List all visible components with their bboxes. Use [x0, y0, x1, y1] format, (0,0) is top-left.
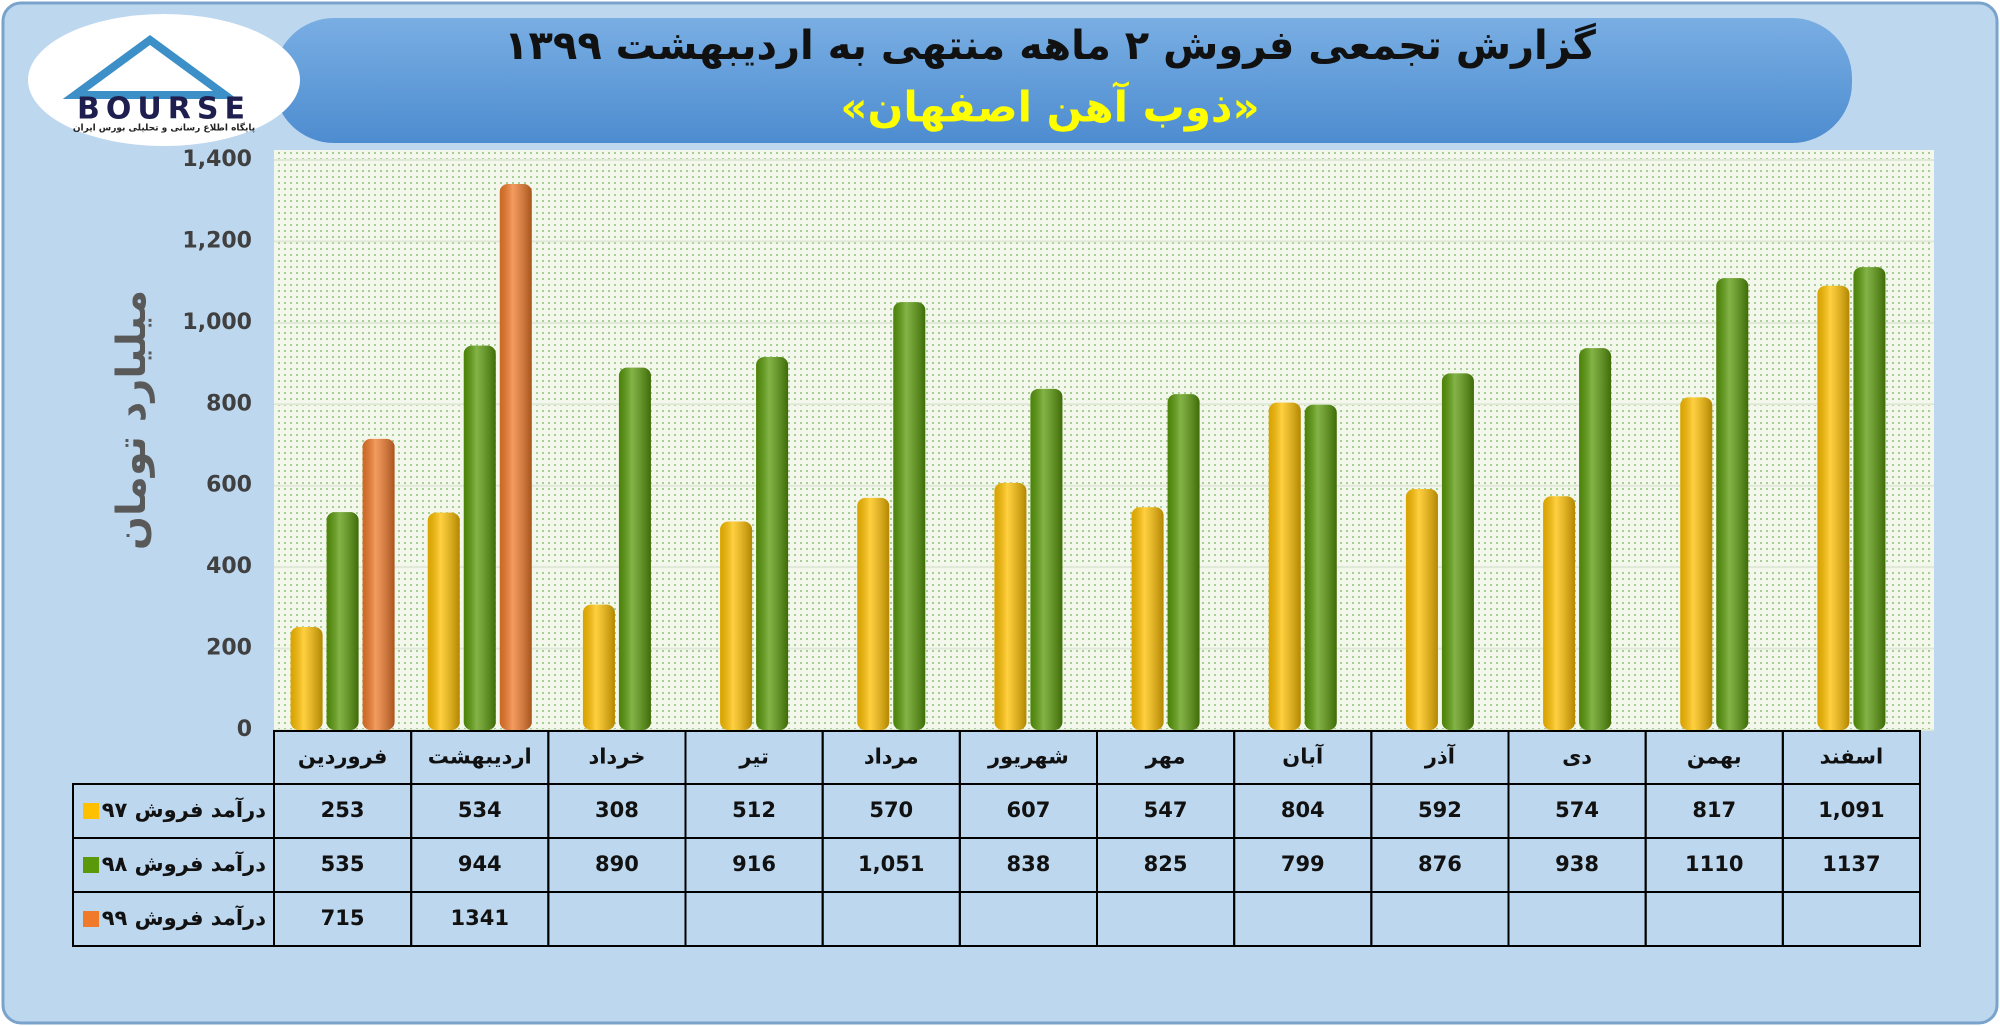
table-value: 890	[595, 852, 639, 876]
bar-shade	[1817, 285, 1850, 730]
bar-shade	[1167, 394, 1200, 730]
y-tick-label: 800	[206, 391, 252, 416]
table-value: 1,051	[858, 852, 924, 876]
bar-shade	[1716, 278, 1749, 730]
table-cell	[1781, 891, 1922, 947]
table-value: 799	[1281, 852, 1325, 876]
bar-shade	[893, 302, 926, 730]
table-value: 1110	[1685, 852, 1743, 876]
y-tick-label: 1,000	[182, 310, 252, 335]
x-tick-label: بهمن	[1687, 745, 1742, 769]
bar-shade	[1405, 488, 1438, 730]
legend-swatch	[83, 911, 99, 927]
x-tick-label: مهر	[1145, 745, 1186, 769]
table-value: 944	[458, 852, 502, 876]
bar-shade	[290, 626, 323, 730]
table-value: 916	[732, 852, 776, 876]
bar-shade	[582, 604, 615, 730]
bar-shade	[499, 184, 532, 730]
y-tick-label: 1,200	[182, 228, 252, 253]
table-value: 308	[595, 798, 639, 822]
bar-shade	[1853, 267, 1886, 730]
table-value: 534	[458, 798, 502, 822]
x-tick-label: دی	[1562, 745, 1592, 769]
table-value: 547	[1144, 798, 1188, 822]
y-axis-title: میلیارد تومان	[109, 290, 155, 550]
x-tick-label: شهریور	[987, 745, 1069, 769]
bar-shade	[1680, 397, 1713, 730]
table-value: 592	[1418, 798, 1462, 822]
y-tick-label: 0	[237, 717, 252, 742]
table-value: 804	[1281, 798, 1325, 822]
bar-shade	[463, 345, 496, 730]
bar-shade	[1441, 373, 1474, 730]
x-tick-label: تیر	[738, 745, 769, 769]
x-tick-label: اردیبهشت	[428, 745, 532, 769]
bar-shade	[427, 512, 460, 730]
x-tick-label: خرداد	[588, 745, 645, 769]
x-tick-label: اسفند	[1820, 745, 1884, 769]
legend-label: درآمد فروش ۹۸	[102, 851, 267, 876]
table-value: 838	[1006, 852, 1050, 876]
bar-shade	[618, 367, 651, 730]
y-tick-label: 400	[206, 554, 252, 579]
legend-label: درآمد فروش ۹۷	[102, 797, 267, 822]
legend-label: درآمد فروش ۹۹	[102, 905, 267, 930]
bar-shade	[1268, 402, 1301, 730]
legend-swatch	[83, 803, 99, 819]
x-tick-label: مرداد	[864, 745, 919, 769]
chart-subtitle: «ذوب آهن اصفهان»	[840, 82, 1259, 133]
legend-swatch	[83, 857, 99, 873]
bar-shade	[994, 482, 1027, 730]
table-value: 715	[321, 906, 365, 930]
y-tick-label: 200	[206, 636, 252, 661]
bar-shade	[1579, 348, 1612, 730]
plot-area	[274, 150, 1934, 730]
table-value: 512	[732, 798, 776, 822]
bar-shade	[1131, 507, 1164, 730]
table-value: 817	[1692, 798, 1736, 822]
table-value: 825	[1144, 852, 1188, 876]
table-value: 574	[1555, 798, 1599, 822]
y-tick-label: 1,400	[182, 147, 252, 172]
table-value: 1341	[451, 906, 509, 930]
table-value: 1137	[1822, 852, 1880, 876]
table-value: 1,091	[1818, 798, 1884, 822]
bar-shade	[1030, 388, 1063, 730]
table-value: 253	[321, 798, 365, 822]
x-tick-label: فروردین	[298, 745, 388, 769]
logo-badge	[28, 14, 300, 146]
title-banner	[274, 18, 1852, 143]
bar-shade	[756, 357, 789, 730]
logo-icon	[62, 35, 238, 99]
x-tick-label: آبان	[1282, 744, 1324, 769]
bar-shade	[362, 438, 395, 730]
y-tick-label: 600	[206, 473, 252, 498]
x-tick-label: آذر	[1424, 744, 1456, 769]
table-value: 535	[321, 852, 365, 876]
chart-title: گزارش تجمعی فروش ۲ ماهه منتهی به اردیبهش…	[504, 22, 1597, 69]
table-value: 938	[1555, 852, 1599, 876]
bar-shade	[1543, 496, 1576, 730]
bar-shade	[720, 521, 753, 730]
table-value: 570	[869, 798, 913, 822]
bar-shade	[1304, 404, 1337, 730]
bar-shade	[857, 497, 890, 730]
bar-shade	[326, 512, 359, 730]
logo-caption: پایگاه اطلاع رسانی و تحلیلی بورس ایران	[73, 122, 255, 134]
logo-text: BOURSE	[77, 92, 251, 127]
table-value: 607	[1006, 798, 1050, 822]
table-value: 876	[1418, 852, 1462, 876]
